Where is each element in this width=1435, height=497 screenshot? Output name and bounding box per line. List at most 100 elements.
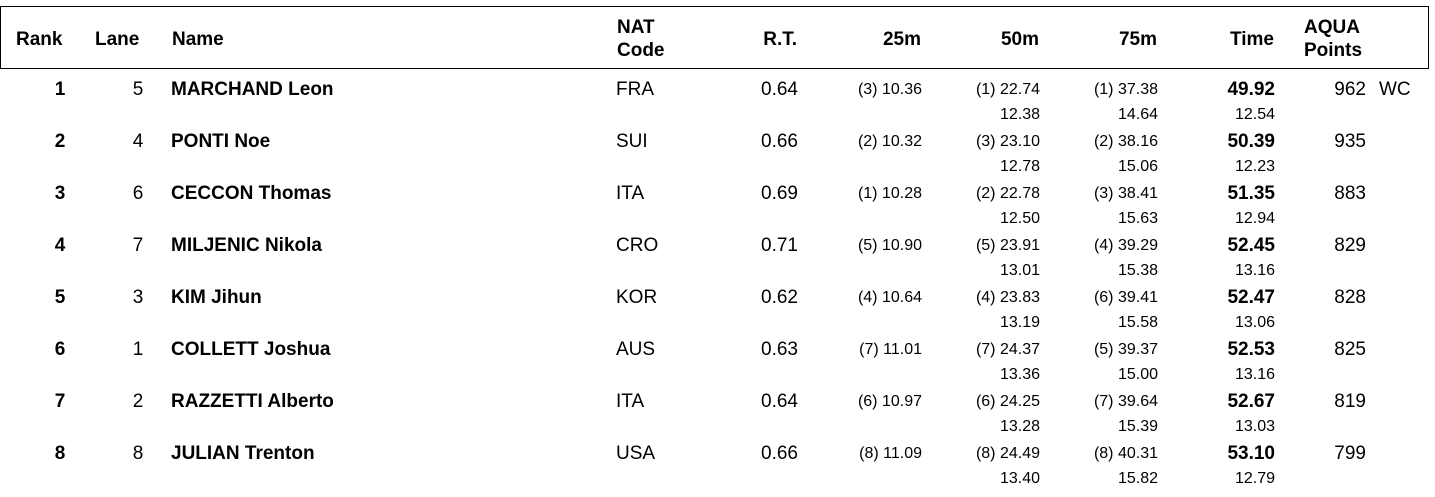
reaction-time: 0.66	[761, 443, 798, 464]
reaction-time: 0.66	[761, 131, 798, 152]
reaction-time: 0.64	[761, 391, 798, 412]
athlete-name: PONTI Noe	[171, 131, 271, 152]
nat-code: FRA	[616, 79, 654, 100]
nat-code: AUS	[616, 339, 656, 360]
aqua-points: 819	[1334, 391, 1366, 412]
table-row: 8 8 JULIAN Trenton USA 0.66 (8) 11.09 (8) 24.4…	[0, 438, 1435, 490]
reaction-time: 0.64	[761, 79, 798, 100]
split-50m: (1) 22.74	[975, 81, 1040, 98]
rank-cell: 8	[54, 443, 66, 464]
split-25m: (1) 10.28	[857, 185, 922, 202]
table-row: 6 1 COLLETT Joshua AUS 0.63 (7) 11.01 (7) 24.3…	[0, 334, 1435, 386]
split-75m-lap: 15.58	[1117, 314, 1158, 331]
final-time: 52.67	[1227, 391, 1275, 412]
split-75m-lap: 15.39	[1117, 418, 1158, 435]
reaction-time: 0.69	[761, 183, 798, 204]
athlete-name: MILJENIC Nikola	[171, 235, 322, 256]
split-75m: (7) 39.64	[1093, 393, 1158, 410]
table-row: 1 5 MARCHAND Leon FRA 0.64 (3) 10.36 (1) 22.74…	[0, 74, 1435, 126]
athlete-name: KIM Jihun	[171, 287, 262, 308]
final-lap: 12.79	[1234, 470, 1275, 487]
results-table-header: Rank Lane Name NAT Code R.T. 25m 50m 75m…	[0, 6, 1429, 69]
table-row: 4 7 MILJENIC Nikola CRO 0.71 (5) 10.90 (5) 23.…	[0, 230, 1435, 282]
split-50m-lap: 12.78	[999, 158, 1040, 175]
split-50m-lap: 12.38	[999, 106, 1040, 123]
final-time: 52.53	[1227, 339, 1275, 360]
split-50m: (4) 23.83	[975, 289, 1040, 306]
lane-cell: 6	[132, 183, 144, 204]
final-time: 53.10	[1227, 443, 1275, 464]
reaction-time: 0.62	[761, 287, 798, 308]
split-50m: (7) 24.37	[975, 341, 1040, 358]
rank-cell: 1	[54, 79, 66, 100]
table-row: 5 3 KIM Jihun KOR 0.62 (4) 10.64 (4) 23.83 13.1…	[0, 282, 1435, 334]
split-25m: (5) 10.90	[857, 237, 922, 254]
split-50m: (3) 23.10	[975, 133, 1040, 150]
split-25m: (8) 11.09	[859, 445, 922, 462]
header-nat-line1: NAT	[617, 17, 655, 38]
table-row: 3 6 CECCON Thomas ITA 0.69 (1) 10.28 (2) 22.78…	[0, 178, 1435, 230]
lane-cell: 7	[132, 235, 144, 256]
header-points-line2: Points	[1304, 40, 1363, 61]
table-row: 2 4 PONTI Noe SUI 0.66 (2) 10.32 (3) 23.10 12.7…	[0, 126, 1435, 178]
lane-cell: 8	[132, 443, 144, 464]
aqua-points: 825	[1334, 339, 1366, 360]
split-50m: (2) 22.78	[975, 185, 1040, 202]
aqua-points: 962	[1334, 79, 1366, 100]
final-lap: 13.16	[1234, 262, 1275, 279]
split-25m: (3) 10.36	[857, 81, 922, 98]
nat-code: SUI	[616, 131, 648, 152]
split-50m-lap: 13.40	[999, 470, 1040, 487]
header-reaction-time: R.T.	[763, 29, 797, 50]
aqua-points: 829	[1334, 235, 1366, 256]
split-75m: (5) 39.37	[1093, 341, 1158, 358]
final-time: 51.35	[1227, 183, 1275, 204]
header-time: Time	[1229, 29, 1274, 50]
rank-cell: 3	[54, 183, 66, 204]
split-50m: (6) 24.25	[975, 393, 1040, 410]
split-75m-lap: 15.38	[1117, 262, 1158, 279]
nat-code: USA	[616, 443, 656, 464]
athlete-name: RAZZETTI Alberto	[171, 391, 334, 412]
rank-cell: 4	[54, 235, 66, 256]
reaction-time: 0.71	[761, 235, 798, 256]
rank-cell: 6	[54, 339, 66, 360]
rank-cell: 7	[54, 391, 66, 412]
split-75m-lap: 15.00	[1117, 366, 1158, 383]
lane-cell: 2	[132, 391, 144, 412]
nat-code: CRO	[616, 235, 659, 256]
aqua-points: 799	[1334, 443, 1366, 464]
split-50m: (8) 24.49	[975, 445, 1040, 462]
final-time: 52.45	[1227, 235, 1275, 256]
athlete-name: MARCHAND Leon	[171, 79, 334, 100]
split-75m: (1) 37.38	[1093, 81, 1158, 98]
split-75m: (3) 38.41	[1093, 185, 1158, 202]
header-lane: Lane	[95, 29, 140, 50]
header-points-line1: AQUA	[1304, 17, 1360, 38]
split-50m-lap: 13.36	[999, 366, 1040, 383]
split-75m: (2) 38.16	[1093, 133, 1158, 150]
nat-code: ITA	[616, 183, 645, 204]
aqua-points: 935	[1334, 131, 1366, 152]
lane-cell: 5	[132, 79, 144, 100]
split-25m: (7) 11.01	[859, 341, 922, 358]
table-row: 7 2 RAZZETTI Alberto ITA 0.64 (6) 10.97 (6) 24…	[0, 386, 1435, 438]
lane-cell: 3	[132, 287, 144, 308]
split-50m: (5) 23.91	[975, 237, 1040, 254]
final-time: 52.47	[1227, 287, 1275, 308]
split-75m: (6) 39.41	[1093, 289, 1158, 306]
split-50m-lap: 12.50	[999, 210, 1040, 227]
final-lap: 13.16	[1234, 366, 1275, 383]
athlete-name: COLLETT Joshua	[171, 339, 331, 360]
final-lap: 12.23	[1234, 158, 1275, 175]
nat-code: ITA	[616, 391, 645, 412]
split-75m-lap: 15.63	[1117, 210, 1158, 227]
rank-cell: 2	[54, 131, 66, 152]
split-75m-lap: 15.82	[1117, 470, 1158, 487]
final-lap: 12.54	[1234, 106, 1275, 123]
final-time: 49.92	[1227, 79, 1275, 100]
athlete-name: JULIAN Trenton	[171, 443, 315, 464]
split-50m-lap: 13.28	[999, 418, 1040, 435]
aqua-points: 828	[1334, 287, 1366, 308]
